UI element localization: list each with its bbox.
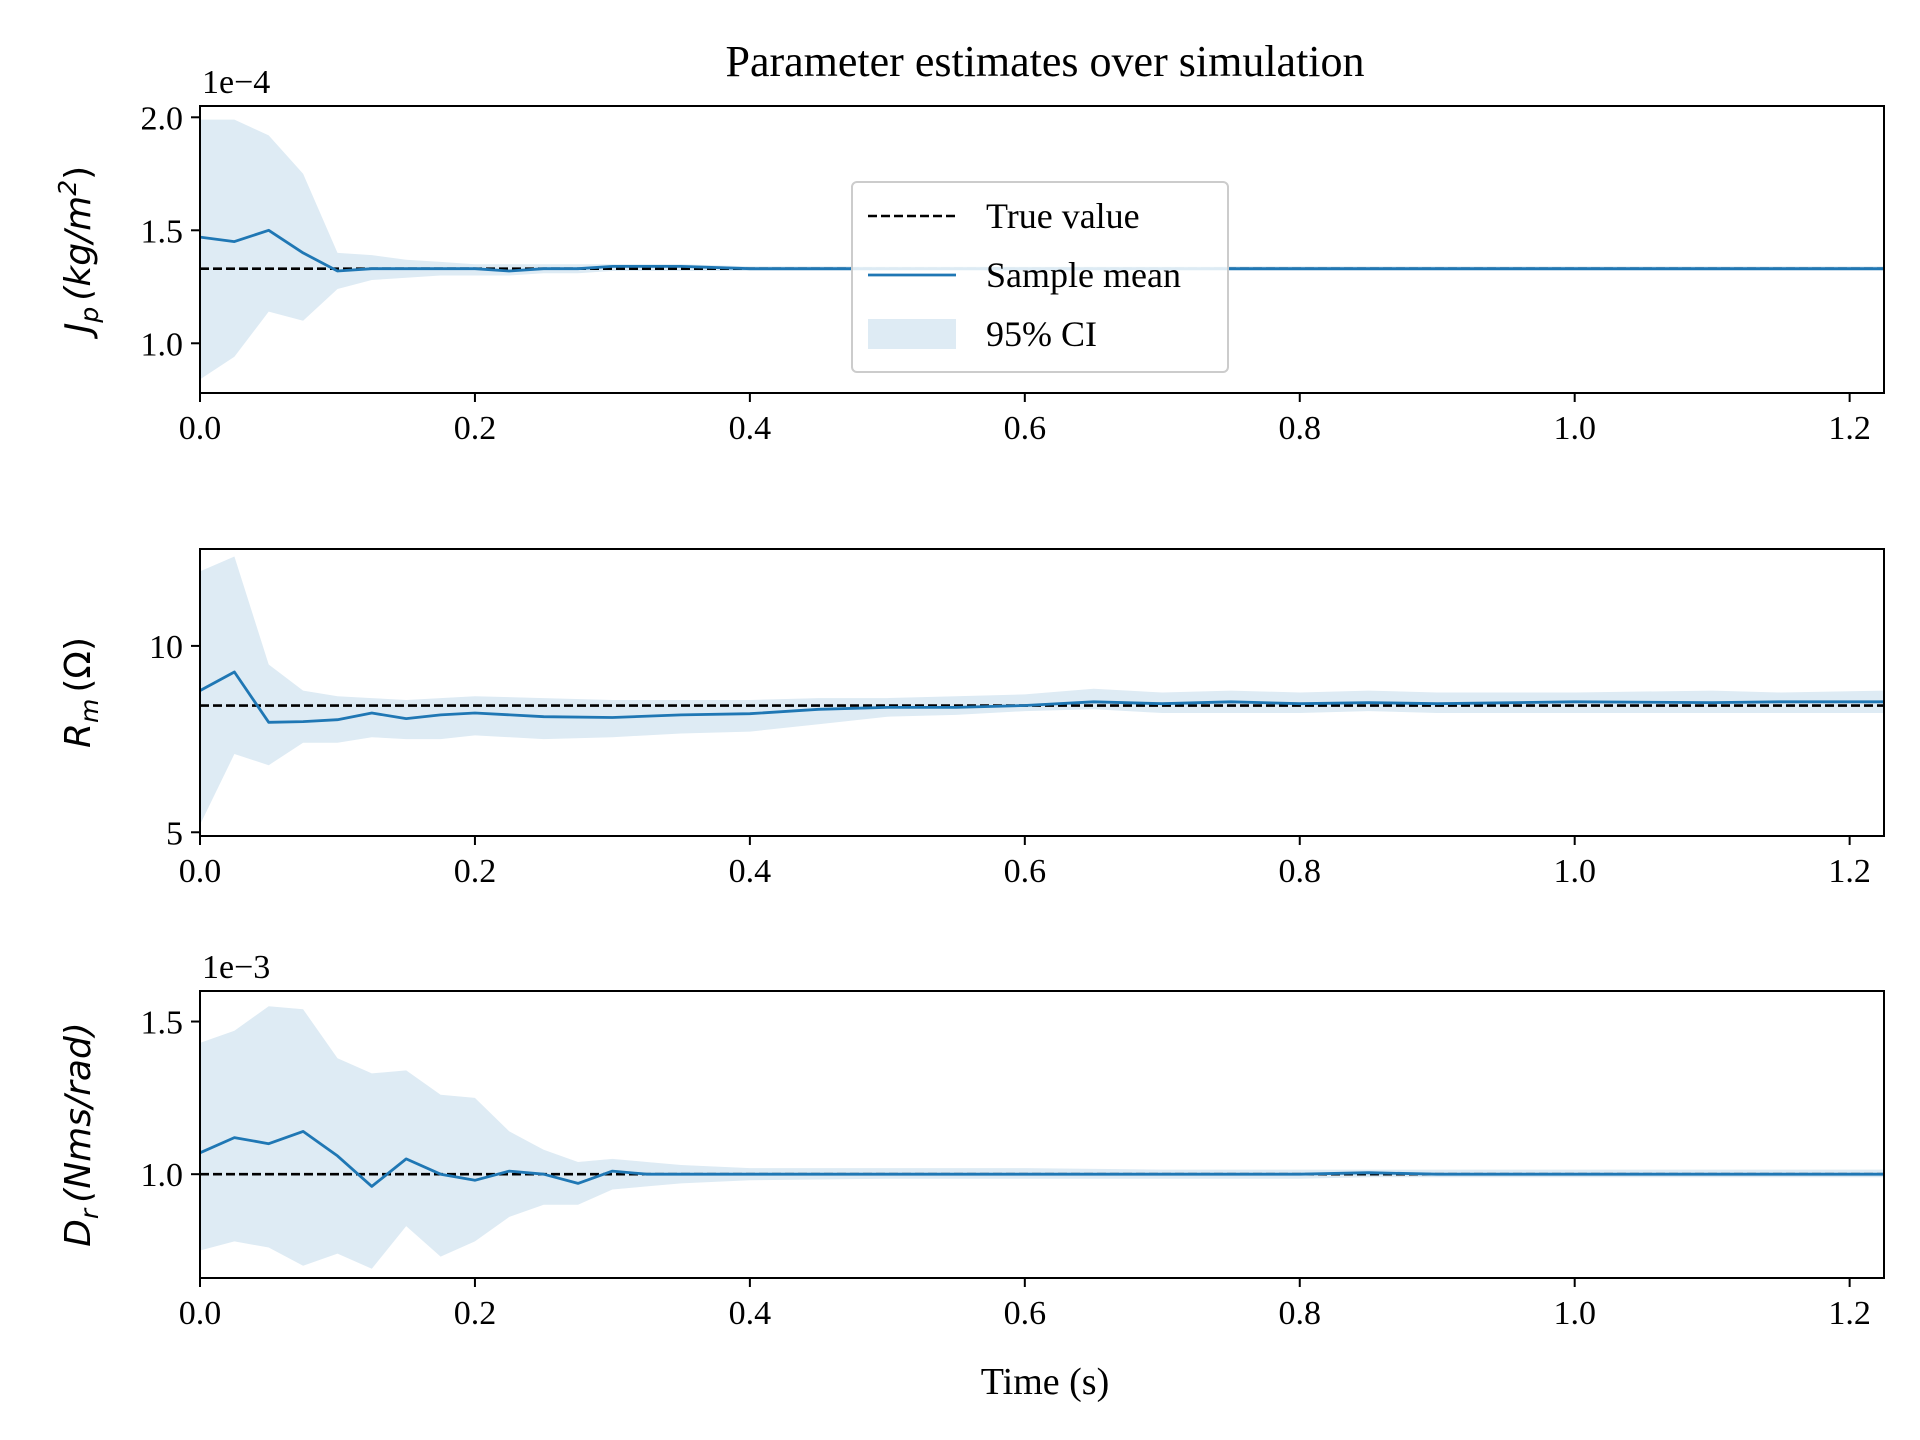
x-tick-label: 1.0 xyxy=(1553,410,1596,447)
legend-handle-ci xyxy=(868,319,956,349)
x-tick-label: 0.8 xyxy=(1279,853,1322,890)
x-tick-label: 0.4 xyxy=(729,410,772,447)
x-tick-label: 1.0 xyxy=(1553,853,1596,890)
y-tick-label: 5 xyxy=(166,815,183,852)
y-label-subscript: p xyxy=(75,307,104,324)
x-tick-label: 1.2 xyxy=(1828,1295,1871,1332)
y-label-close: ) xyxy=(58,166,99,180)
plot-area xyxy=(200,556,1884,825)
panel-bottom: 0.0 0.2 0.4 0.6 0.8 1.0 1.2 1.0 1.5 1e−3 Dr (Nms/ra… xyxy=(58,949,1885,1332)
legend-label: 95% CI xyxy=(986,314,1097,354)
x-tick-label: 1.2 xyxy=(1828,410,1871,447)
x-tick-label: 0.2 xyxy=(454,1295,497,1332)
y-label-unit: (Nms/rad) xyxy=(58,1022,99,1203)
y-offset-label: 1e−3 xyxy=(202,949,270,986)
x-tick-label: 0.6 xyxy=(1004,1295,1047,1332)
y-label-symbol: D xyxy=(58,1219,99,1247)
x-tick-label: 1.2 xyxy=(1828,853,1871,890)
panels: 0.0 0.2 0.4 0.6 0.8 1.0 1.21.01.52.01e−4Jp(kg/… xyxy=(53,64,1885,1332)
panel-middle: 0.0 0.2 0.4 0.6 0.8 1.0 1.2 5 10 Rm (Ω) xyxy=(58,548,1885,890)
x-tick-label: 0.2 xyxy=(454,853,497,890)
axes-frame xyxy=(199,990,1885,1279)
y-label-subscript: m xyxy=(75,699,104,723)
x-tick-label: 0.0 xyxy=(179,1295,222,1332)
y-offset-label: 1e−4 xyxy=(202,64,270,101)
x-tick-label: 0.4 xyxy=(729,1295,772,1332)
x-tick-label: 0.2 xyxy=(454,410,497,447)
y-tick-label: 10 xyxy=(149,629,183,666)
x-tick-label: 0.0 xyxy=(179,853,222,890)
x-tick-label: 0.4 xyxy=(729,853,772,890)
x-tick-label: 0.8 xyxy=(1279,1295,1322,1332)
axes-frame xyxy=(199,105,1885,394)
plot-area xyxy=(200,1006,1884,1269)
x-tick-label: 0.0 xyxy=(179,410,222,447)
y-tick-label: 2.0 xyxy=(141,100,184,137)
x-tick-label: 1.0 xyxy=(1553,1295,1596,1332)
y-label-superscript: 2 xyxy=(53,180,82,196)
panel-top: 0.0 0.2 0.4 0.6 0.8 1.0 1.21.01.52.01e−4Jp(kg/… xyxy=(53,64,1885,447)
y-axis-label: Dr (Nms/rad) xyxy=(58,1022,104,1247)
x-tick-label: 0.6 xyxy=(1004,410,1047,447)
y-axis-label: Rm (Ω) xyxy=(58,637,104,748)
sample-mean-line xyxy=(200,228,1884,273)
figure-title: Parameter estimates over simulation xyxy=(725,37,1364,86)
y-label-symbol: R xyxy=(58,723,99,748)
sample-mean-line xyxy=(200,670,1884,724)
y-tick-label: 1.5 xyxy=(141,1005,184,1042)
legend-label: True value xyxy=(986,196,1140,236)
x-axis-label: Time (s) xyxy=(981,1361,1109,1403)
y-tick-label: 1.0 xyxy=(141,1157,184,1194)
y-tick-label: 1.5 xyxy=(141,213,184,250)
ci-band xyxy=(200,1006,1884,1269)
legend-label: Sample mean xyxy=(986,255,1181,295)
sample-mean-line xyxy=(200,1130,1884,1188)
y-tick-label: 1.0 xyxy=(141,326,184,363)
axes-frame xyxy=(199,548,1885,837)
legend: True value Sample mean 95% CI xyxy=(851,181,1229,373)
x-tick-label: 0.8 xyxy=(1279,410,1322,447)
plot-area xyxy=(200,119,1884,380)
y-axis-label: Jp(kg/m2) xyxy=(53,166,104,339)
y-label-unit: (kg/m xyxy=(58,196,99,301)
x-tick-label: 0.6 xyxy=(1004,853,1047,890)
y-label-unit: (Ω) xyxy=(58,637,99,693)
y-label-subscript: r xyxy=(75,1207,104,1219)
